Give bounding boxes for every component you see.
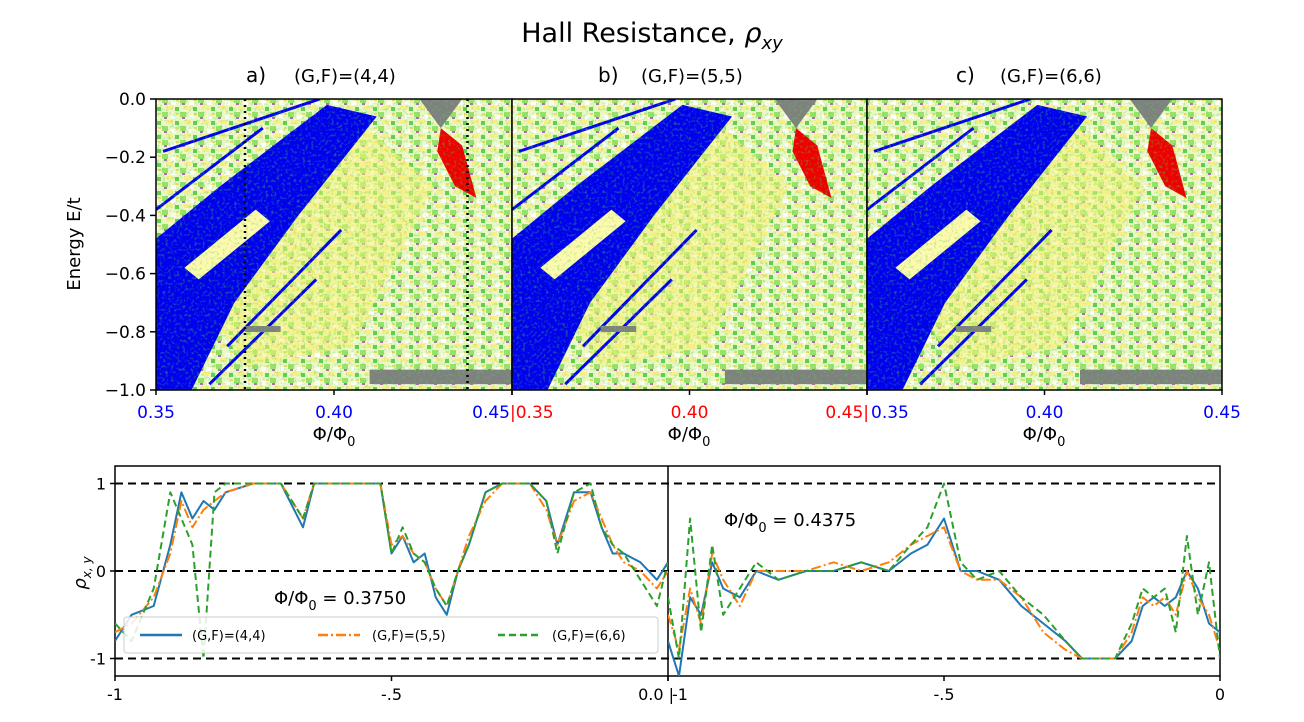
- lower-x-tick-label: -.5: [381, 685, 402, 704]
- flux-tick-label: 0.45: [1203, 403, 1241, 423]
- speckle-overlay: [156, 99, 512, 390]
- flux-axis: 0.35 0.40 0.45 |0.35 0.40 0.45| 0.35 0.40 0.45: [137, 390, 1241, 423]
- lower-x-tick-label: -1: [107, 685, 123, 704]
- heatmap-panel-2: [511, 98, 868, 391]
- flux-tick-label: 0.45: [472, 403, 510, 423]
- panel-b-label: b): [598, 63, 619, 87]
- flux-tick-label: 0.45|: [825, 403, 869, 423]
- heatmap-panel-3: [866, 98, 1223, 391]
- flux-tick-label: 0.35: [871, 403, 909, 423]
- cut-annotation-left: Φ/Φ0 = 0.3750: [274, 588, 406, 614]
- energy-axis-label: Energy E/t: [64, 197, 85, 290]
- flux-axis-label-a: Φ/Φ0: [313, 424, 356, 450]
- flux-tick-label: 0.40: [671, 403, 709, 423]
- panel-c-label: c): [956, 63, 975, 87]
- lower-x-tick-label: 0.0 |: [638, 685, 674, 704]
- series-line-1: [668, 517, 1220, 676]
- energy-tick-label: −0.4: [105, 206, 146, 226]
- flux-tick-label: 0.35: [137, 403, 175, 423]
- cut-annotation-right: Φ/Φ0 = 0.4375: [724, 510, 856, 536]
- panel-a-label: a): [246, 63, 266, 87]
- panel-c-config: (G,F)=(6,6): [1000, 66, 1102, 87]
- heatmap-panel-1: [155, 98, 513, 391]
- rho-tick-label: 1: [96, 475, 106, 494]
- flux-tick-label: 0.40: [1026, 403, 1064, 423]
- series-line-2: [668, 526, 1220, 660]
- lower-x-tick-label: -.5: [933, 685, 954, 704]
- energy-tick-label: −0.6: [105, 265, 146, 285]
- legend-label-2: (G,F)=(5,5): [372, 629, 446, 644]
- flux-axis-label-c: Φ/Φ0: [1023, 424, 1066, 450]
- legend-box: [123, 616, 659, 654]
- cut-right-lines: [668, 482, 1220, 676]
- speckle-overlay: [867, 99, 1222, 390]
- figure-title: Hall Resistance, ρxy: [521, 18, 783, 54]
- lower-x-tick-label: -1: [672, 685, 688, 704]
- flux-tick-label: 0.40: [315, 403, 353, 423]
- panel-b-config: (G,F)=(5,5): [641, 66, 743, 87]
- speckle-overlay: [512, 99, 867, 390]
- energy-tick-label: −1.0: [105, 381, 146, 401]
- energy-axis: 0.0 −0.2 −0.4 −0.6 −0.8 −1.0: [105, 90, 156, 401]
- rho-tick-label: 0: [96, 562, 106, 581]
- energy-tick-label: 0.0: [119, 90, 146, 110]
- energy-tick-label: −0.8: [105, 323, 146, 343]
- heatmap-panels: [155, 98, 1223, 391]
- flux-tick-label: |0.35: [510, 403, 554, 423]
- legend-label-1: (G,F)=(4,4): [192, 629, 266, 644]
- rho-tick-label: -1: [90, 650, 106, 669]
- lower-x-tick-label: 0: [1215, 685, 1225, 704]
- flux-axis-label-b: Φ/Φ0: [668, 424, 711, 450]
- legend-label-3: (G,F)=(6,6): [552, 629, 626, 644]
- legend: (G,F)=(4,4) (G,F)=(5,5) (G,F)=(6,6): [123, 616, 659, 654]
- series-line-2: [115, 482, 668, 634]
- panel-a-config: (G,F)=(4,4): [294, 66, 396, 87]
- hall-cut-plot: 10-1-1 -.5 0.0 |-1 -.5 0: [90, 465, 1225, 704]
- energy-tick-label: −0.2: [105, 148, 146, 168]
- rho-axis-label: ρx, y: [70, 555, 94, 589]
